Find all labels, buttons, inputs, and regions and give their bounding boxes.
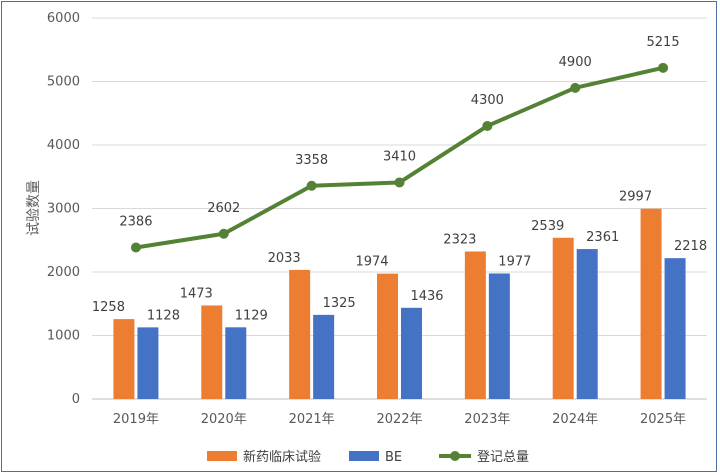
line-point [218,228,229,239]
y-tick-label: 5000 [47,75,80,90]
y-tick-label: 0 [72,392,80,407]
line-point [394,177,405,188]
bars [113,208,686,399]
line-point [306,180,317,191]
data-label: 2602 [207,201,240,216]
x-axis-ticks: 2019年 2020年 2021年 2022年 2023年 2024年 2025年 [113,412,686,427]
data-label: 1473 [180,286,213,301]
x-tick-label: 2022年 [376,412,422,427]
bar [401,307,422,399]
bar [113,319,135,399]
data-label: 1129 [235,308,268,323]
data-label: 2323 [443,232,476,247]
bar [313,314,335,399]
x-tick-label: 2024年 [552,412,598,427]
data-label: 1258 [92,300,125,315]
bar [576,249,598,399]
data-label: 2539 [531,219,564,234]
data-label: 2386 [119,214,152,229]
y-tick-label: 6000 [47,11,80,26]
x-tick-label: 2019年 [113,412,159,427]
data-labels: 1258 1473 2033 1974 2323 2539 2997 1128 1129 1325… [92,35,707,324]
bar [201,305,223,399]
legend-label: BE [385,450,402,465]
data-label: 1325 [323,296,356,311]
data-label: 2361 [586,230,619,245]
legend-label: 新药临床试验 [243,449,321,465]
data-label: 1974 [355,255,388,270]
line-point [482,120,493,131]
line-point [130,242,141,253]
x-tick-label: 2025年 [640,412,686,427]
x-tick-label: 2021年 [289,412,335,427]
bar [464,251,486,399]
line-point [658,62,669,73]
total-line [130,62,669,253]
legend-marker [450,451,460,461]
line-point [570,82,581,93]
y-tick-label: 4000 [47,138,80,153]
data-label: 4900 [559,55,592,70]
bar [289,269,311,399]
data-label: 5215 [647,35,680,50]
data-label: 2033 [268,251,301,266]
bar [552,237,574,399]
data-label: 4300 [471,93,504,108]
data-label: 2997 [619,190,652,205]
legend-swatch [349,451,379,461]
data-label: 3358 [295,153,328,168]
legend-swatch [207,451,237,461]
y-tick-label: 2000 [47,265,80,280]
legend-label: 登记总量 [477,450,529,465]
bar [640,208,662,399]
data-label: 1436 [410,289,443,304]
y-tick-label: 3000 [47,202,80,217]
y-axis-title: 试验数量 [26,180,42,236]
legend: 新药临床试验 BE 登记总量 [207,449,529,465]
data-label: 1128 [147,308,180,323]
data-label: 2218 [674,239,707,254]
gridlines [92,17,707,400]
x-tick-label: 2023年 [464,412,510,427]
bar [664,258,686,399]
bar [377,273,398,399]
y-tick-label: 1000 [47,329,80,344]
bar [488,273,510,399]
data-label: 3410 [383,149,416,164]
bar [137,327,159,399]
y-axis-ticks: 0 1000 2000 3000 4000 5000 6000 [47,11,80,407]
bar [225,327,247,399]
data-label: 1977 [498,254,531,269]
x-tick-label: 2020年 [201,412,247,427]
